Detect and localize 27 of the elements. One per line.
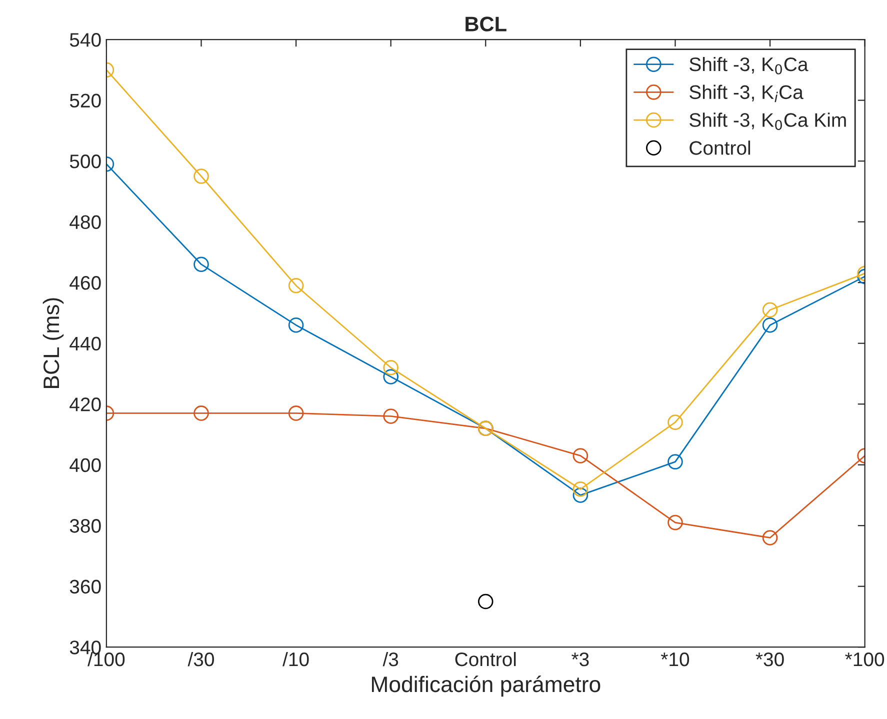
x-tick-label: *100 (845, 652, 884, 666)
y-tick-label: 480 (70, 215, 101, 230)
x-tick-label: /100 (88, 652, 125, 666)
y-tick-label: 380 (70, 519, 101, 533)
y-tick-label: 460 (70, 276, 101, 290)
legend-label: Shift -3, K$_{i}$Ca (690, 84, 804, 102)
legend-label: Control (690, 140, 750, 155)
legend-label: Shift -3, K$_{0}$Ca Kim (690, 112, 846, 130)
x-tick-label: /10 (282, 652, 309, 666)
y-tick-label: 400 (70, 458, 101, 472)
y-tick-label: 360 (70, 580, 101, 594)
x-axis-title: Modificación parámetro (372, 676, 600, 697)
x-tick-label: *10 (660, 652, 690, 666)
x-tick-label: /3 (382, 652, 398, 666)
x-tick-label: /30 (188, 652, 214, 666)
y-tick-label: 500 (70, 154, 101, 168)
y-tick-label: 440 (70, 336, 101, 351)
chart-title: BCL (466, 16, 506, 32)
y-axis-title: BCL (ms) (42, 298, 64, 388)
y-tick-label: 540 (70, 33, 101, 47)
x-tick-label: *3 (572, 652, 589, 666)
x-tick-label: *30 (756, 652, 784, 666)
legend-label: Shift -3, K$_{0}$Ca (690, 56, 808, 74)
y-tick-label: 420 (70, 398, 101, 412)
y-tick-label: 340 (70, 640, 101, 654)
x-tick-label: Control (455, 652, 516, 666)
y-tick-label: 520 (70, 94, 101, 108)
